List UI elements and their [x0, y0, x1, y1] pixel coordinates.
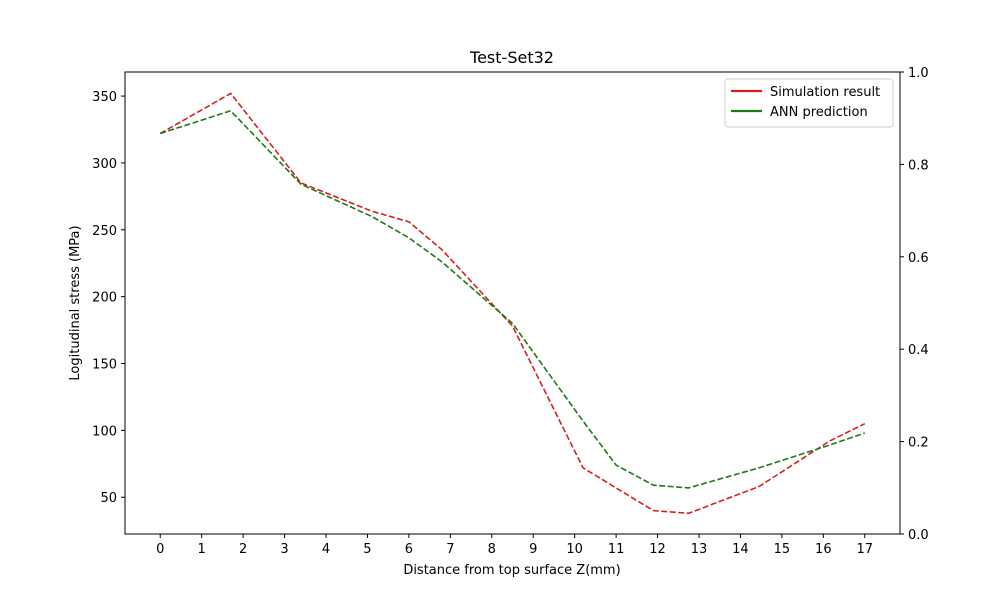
x-tick-label: 15: [774, 542, 791, 557]
x-tick-label: 12: [649, 542, 666, 557]
y2-tick-label: 1.0: [908, 66, 929, 81]
y-axis-title: Logitudinal stress (MPa): [68, 225, 83, 380]
y-axis-ticks: 50 100 150 200 250 300 350: [92, 90, 125, 506]
legend-box: [724, 78, 894, 128]
y2-tick-label: 0.6: [908, 251, 929, 266]
x-tick-label: 4: [322, 542, 330, 557]
x-axis-title: Distance from top surface Z(mm): [403, 563, 620, 578]
axes-layer: [124, 71, 901, 535]
y2-tick-label: 0.4: [908, 343, 929, 358]
y2-tick-label: 0.8: [908, 158, 929, 173]
x-tick-label: 2: [239, 542, 247, 557]
y-tick-label: 150: [92, 358, 117, 373]
x-tick-label: 0: [156, 542, 164, 557]
series-line-2: [159, 109, 866, 489]
y-tick-label: 50: [100, 491, 117, 506]
x-tick-label: 1: [198, 542, 206, 557]
x-axis-ticks: 0 1 2 3 4 5 6 7 8 9 10 11 12 13 14 15 16 17: [156, 534, 873, 557]
x-tick-label: 3: [280, 542, 288, 557]
x-tick-label: 16: [815, 542, 832, 557]
legend: Simulation result ANN prediction: [724, 78, 894, 128]
series-layer: [159, 92, 866, 515]
y-tick-label: 100: [92, 424, 117, 439]
plot-frame: [124, 71, 901, 535]
y-tick-label: 250: [92, 224, 117, 239]
y-tick-label: 200: [92, 291, 117, 306]
chart-title: Test-Set32: [469, 48, 554, 67]
x-tick-label: 7: [446, 542, 454, 557]
x-tick-label: 8: [488, 542, 496, 557]
y-tick-label: 350: [92, 90, 117, 105]
x-tick-label: 9: [529, 542, 537, 557]
y2-tick-label: 0.2: [908, 436, 929, 451]
x-tick-label: 14: [732, 542, 749, 557]
y2-tick-label: 0.0: [908, 528, 929, 543]
series-line-1: [159, 92, 866, 515]
legend-label-1: Simulation result: [770, 85, 880, 100]
x-tick-label: 10: [566, 542, 583, 557]
x-tick-label: 5: [363, 542, 371, 557]
x-tick-label: 13: [691, 542, 708, 557]
x-tick-label: 17: [856, 542, 873, 557]
y2-axis-ticks: 0.0 0.2 0.4 0.6 0.8 1.0: [900, 66, 929, 543]
x-tick-label: 11: [608, 542, 625, 557]
legend-label-2: ANN prediction: [770, 105, 868, 120]
y-tick-label: 300: [92, 157, 117, 172]
x-tick-label: 6: [405, 542, 413, 557]
